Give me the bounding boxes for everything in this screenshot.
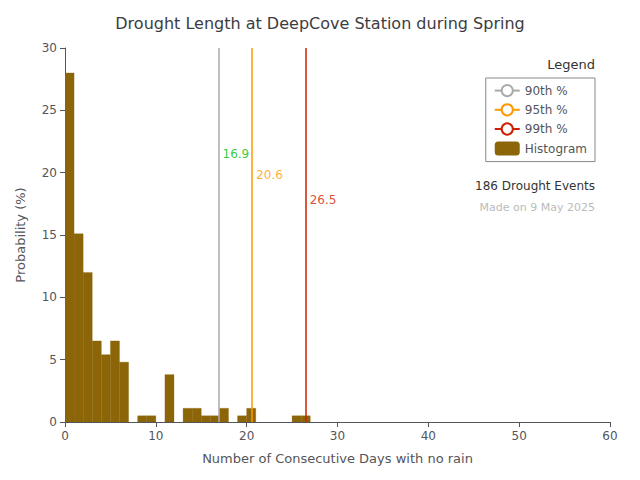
svg-text:90th %: 90th % — [525, 84, 568, 98]
svg-text:20.6: 20.6 — [256, 168, 283, 182]
svg-text:30: 30 — [42, 41, 57, 55]
svg-text:25: 25 — [42, 103, 57, 117]
svg-text:Drought Length at DeepCove Sta: Drought Length at DeepCove Station durin… — [115, 14, 524, 33]
svg-text:Probability (%): Probability (%) — [13, 187, 28, 282]
svg-text:Made on 9 May 2025: Made on 9 May 2025 — [480, 201, 595, 214]
svg-text:95th %: 95th % — [525, 103, 568, 117]
svg-text:30: 30 — [330, 429, 345, 443]
svg-text:60: 60 — [602, 429, 617, 443]
svg-text:0: 0 — [49, 415, 57, 429]
svg-text:20: 20 — [239, 429, 254, 443]
svg-text:5: 5 — [49, 353, 57, 367]
svg-text:10: 10 — [148, 429, 163, 443]
svg-text:0: 0 — [61, 429, 69, 443]
svg-text:40: 40 — [421, 429, 436, 443]
svg-text:26.5: 26.5 — [310, 193, 337, 207]
svg-text:Histogram: Histogram — [525, 142, 587, 156]
svg-text:10: 10 — [42, 290, 57, 304]
svg-text:15: 15 — [42, 228, 57, 242]
svg-text:50: 50 — [512, 429, 527, 443]
svg-text:Legend: Legend — [547, 57, 595, 72]
svg-text:186 Drought Events: 186 Drought Events — [475, 179, 595, 193]
svg-text:Number of Consecutive Days wit: Number of Consecutive Days with no rain — [202, 451, 473, 466]
svg-text:99th %: 99th % — [525, 122, 568, 136]
svg-text:20: 20 — [42, 166, 57, 180]
svg-text:16.9: 16.9 — [223, 147, 250, 161]
